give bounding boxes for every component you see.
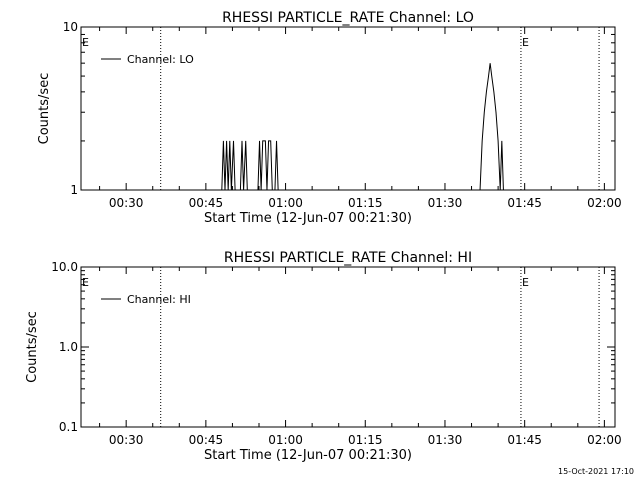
plot2-x-tick-label: 00:45 [189, 433, 224, 447]
plot2-x-tick-label: 01:45 [507, 433, 542, 447]
plot1-y-tick-label: 10 [63, 20, 78, 34]
plot1-title: RHESSI PARTICLE_RATE Channel: LO [222, 10, 474, 26]
plot2-legend-label: Channel: HI [127, 293, 191, 306]
plot1-x-tick-label: 01:15 [348, 196, 383, 210]
plot2-x-tick-label: 01:00 [268, 433, 303, 447]
plot1-x-tick-label: 01:00 [268, 196, 303, 210]
plot1-x-tick-label: 00:30 [109, 196, 144, 210]
plot1-y-tick-label: 1 [70, 183, 78, 197]
plot2-event-marker: E [522, 276, 529, 289]
plot2-y-tick-label: 0.1 [59, 420, 78, 434]
plot1-x-tick-label: 02:00 [587, 196, 622, 210]
plot1-x-tick-label: 01:30 [428, 196, 463, 210]
plot1-legend-label: Channel: LO [127, 53, 194, 66]
plot2-y-tick-label: 1.0 [59, 340, 78, 354]
plot2-x-tick-label: 01:30 [428, 433, 463, 447]
plot2-x-tick-label: 00:30 [109, 433, 144, 447]
footer-timestamp: 15-Oct-2021 17:10 [558, 467, 634, 476]
plot2-y-axis-label: Counts/sec [25, 311, 40, 383]
plot2-x-tick-label: 02:00 [587, 433, 622, 447]
plot2-title: RHESSI PARTICLE_RATE Channel: HI [224, 250, 472, 266]
plot1-x-tick-label: 00:45 [189, 196, 224, 210]
plot2-event-marker: E [82, 276, 89, 289]
plot2-x-tick-label: 01:15 [348, 433, 383, 447]
plot1-x-tick-label: 01:45 [507, 196, 542, 210]
plot1-event-marker: E [82, 36, 89, 49]
plot2-x-axis-label: Start Time (12-Jun-07 00:21:30) [204, 448, 412, 463]
plot1-y-axis-label: Counts/sec [37, 73, 52, 145]
plot2-y-tick-label: 10.0 [51, 260, 78, 274]
plot1-x-axis-label: Start Time (12-Jun-07 00:21:30) [204, 211, 412, 226]
plot1-series-line [221, 63, 504, 191]
plot1-event-marker: E [522, 36, 529, 49]
